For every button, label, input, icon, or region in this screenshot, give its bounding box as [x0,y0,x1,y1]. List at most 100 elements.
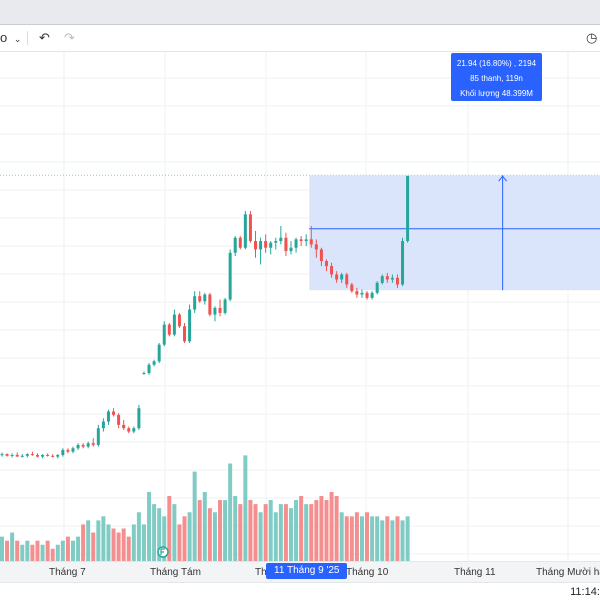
candle-body [401,241,405,285]
volume-bar [344,516,349,561]
candle-body [406,175,410,242]
candle-body [238,237,242,248]
volume-bar [55,544,60,561]
candle-body [25,454,29,456]
candle-body [56,454,60,457]
volume-bar [329,491,334,561]
volume-bar [278,504,283,561]
volume-bar [86,520,91,561]
candle-body [370,292,374,298]
candle-body [385,276,389,280]
volume-bar [177,524,182,561]
volume-bar [304,504,309,561]
volume-bar [339,512,344,561]
candle-body [51,455,55,457]
candle-body [157,344,161,362]
volume-bar [91,532,96,561]
candle-body [264,241,268,248]
candle-body [243,214,247,248]
volume-bar [395,516,400,561]
volume-bar [294,500,299,561]
volume-bar [212,512,217,561]
volume-bar [405,516,410,561]
candle-body [91,443,95,445]
volume-bar [187,512,192,561]
clock-icon[interactable]: ◷ [586,30,598,45]
undo-icon[interactable]: ↶ [39,30,50,45]
volume-bar [197,500,202,561]
volume-bar [349,516,354,561]
candle-body [122,424,126,429]
candle-body [324,261,328,267]
volume-bar [268,500,273,561]
volume-bar [121,528,126,561]
candle-body [395,277,399,285]
candle-body [390,277,394,280]
candle-body [355,291,359,295]
measure-tooltip: 21.94 (16.80%) , 2194 85 thanh, 119n Khố… [451,53,542,101]
candle-body [228,252,232,300]
measure-tool [309,175,600,291]
candle-body [294,239,298,248]
financials-f-glyph-icon [160,548,165,555]
candle-body [330,266,334,275]
chart-area[interactable] [0,52,600,561]
candle-body [299,239,303,242]
candle-body [350,284,354,292]
candle-body [162,324,166,345]
candle-body [112,411,116,415]
candle-body [309,239,313,245]
volume-bar [152,504,157,561]
markers [157,546,169,558]
candle-body [269,242,273,248]
volume-bar [238,504,243,561]
volume-bar [324,500,329,561]
candle-body [279,237,283,242]
time-tick: Tháng Tám [150,567,201,578]
time-tick: Tháng 11 [454,567,496,578]
candle-body [345,274,349,285]
volume-bar [167,496,172,561]
measure-bars: 85 thanh, 119n [470,74,523,83]
volume-bar [400,520,405,561]
volume-bar [147,491,152,561]
candle-body [5,454,9,456]
volume-bar [365,512,370,561]
volume-bar [65,536,70,561]
volume-bar [141,524,146,561]
volume-bar [263,504,268,561]
candle-body [101,421,105,429]
candle-body [203,294,207,302]
candle-body [360,292,364,295]
candle-body [71,448,75,452]
volume-bar [70,540,75,561]
redo-icon[interactable]: ↷ [64,30,75,45]
volume-bar [273,512,278,561]
volume-bar [319,496,324,561]
candle-body [304,239,308,242]
candle-body [380,276,384,283]
volume-bar [380,520,385,561]
volume-bar [309,504,314,561]
candle-body [188,309,192,342]
candle-body [132,428,136,432]
volume-bar [0,536,4,561]
measure-range-box [309,175,600,291]
interval-selector[interactable]: o ⌄ [0,29,21,47]
volume-bar [253,504,258,561]
volume-bar [172,504,177,561]
candle-body [274,241,278,243]
candle-body [172,314,176,335]
candle-body [35,454,39,457]
volume-bar [228,463,233,561]
volume-bar [5,540,10,561]
volume-bar [334,496,339,561]
volume-bar [106,524,111,561]
volume-bar [385,516,390,561]
time-tick: Tháng 10 [346,567,389,578]
candle-body [41,454,45,457]
candle-body [81,444,85,447]
candle-body [248,214,252,242]
volume-bar [45,540,50,561]
candle-body [284,237,288,252]
